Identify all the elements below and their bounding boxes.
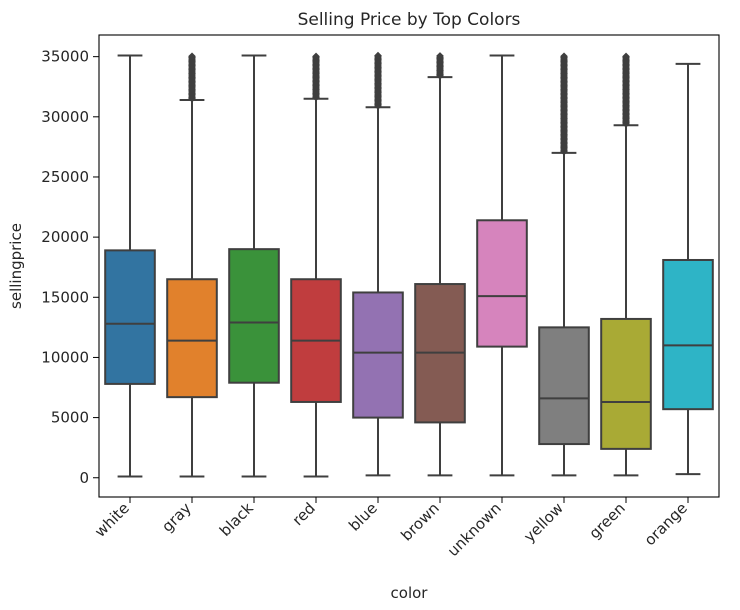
plot-area	[104, 51, 714, 478]
x-tick-label-green: green	[585, 499, 628, 542]
x-tick-label-yellow: yellow	[520, 499, 567, 546]
iqr-box-unknown	[476, 219, 528, 348]
box-red	[290, 52, 342, 478]
x-tick-label-gray: gray	[158, 499, 195, 536]
x-tick-label-black: black	[216, 499, 257, 540]
box-gray	[166, 52, 218, 478]
y-axis-label: sellingprice	[7, 223, 25, 309]
x-tick-label-orange: orange	[641, 499, 691, 549]
box-white	[104, 54, 156, 478]
outliers-green	[622, 52, 630, 128]
x-tick-label-white: white	[91, 499, 133, 541]
box-orange	[662, 62, 714, 476]
y-tick-label: 20000	[41, 228, 89, 246]
x-tick-label-brown: brown	[397, 499, 442, 544]
outlier-point	[622, 52, 630, 61]
box-black	[228, 54, 280, 478]
outlier-point	[312, 52, 320, 61]
box-unknown	[476, 54, 528, 477]
outlier-point	[188, 52, 196, 61]
y-tick-label: 10000	[41, 348, 89, 366]
y-tick-label: 0	[79, 469, 89, 487]
plot-frame	[98, 34, 720, 498]
iqr-box-yellow	[538, 326, 590, 446]
y-tick-label: 30000	[41, 108, 89, 126]
outlier-point	[374, 51, 382, 60]
y-tick-label: 15000	[41, 288, 89, 306]
iqr-box-green	[600, 317, 652, 450]
iqr-box-black	[228, 248, 280, 384]
box-blue	[352, 51, 404, 477]
iqr-box-blue	[352, 291, 404, 419]
outliers-brown	[436, 52, 444, 80]
outliers-blue	[374, 51, 382, 110]
chart-title: Selling Price by Top Colors	[298, 10, 521, 30]
outlier-point	[560, 52, 568, 61]
x-axis-label: color	[391, 584, 429, 602]
box-yellow	[538, 52, 590, 477]
box-brown	[414, 52, 466, 477]
box-green	[600, 52, 652, 477]
iqr-box-gray	[166, 278, 218, 399]
iqr-box-white	[104, 249, 156, 385]
iqr-box-orange	[662, 258, 714, 411]
x-tick-label-blue: blue	[345, 499, 381, 535]
y-tick-label: 25000	[41, 168, 89, 186]
y-tick-label: 35000	[41, 48, 89, 66]
outliers-red	[312, 52, 320, 102]
x-tick-label-unknown: unknown	[444, 499, 505, 560]
outliers-gray	[188, 52, 196, 103]
outlier-point	[436, 52, 444, 60]
outliers-yellow	[560, 52, 568, 156]
y-tick-label: 5000	[51, 409, 89, 427]
x-tick-label-red: red	[289, 499, 319, 529]
